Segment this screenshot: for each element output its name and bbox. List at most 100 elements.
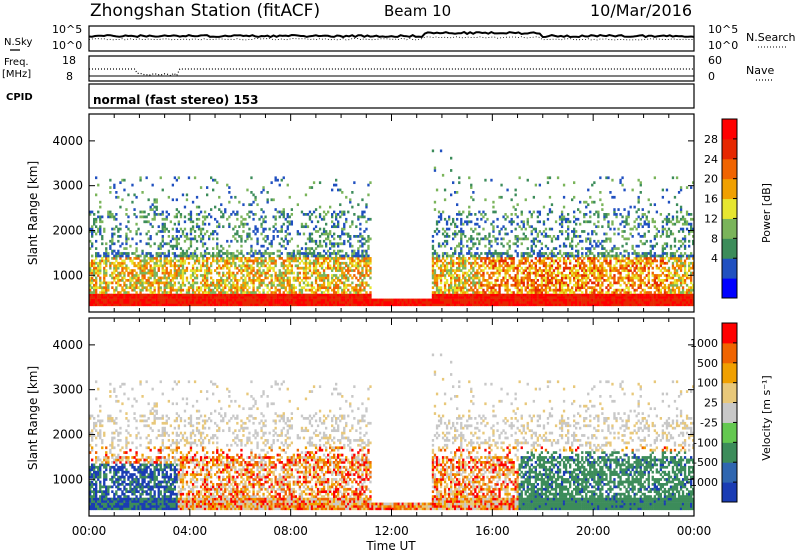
nsky-tick-top: 10^5: [52, 23, 82, 36]
rti-cell: [179, 301, 183, 304]
rti-cell: [236, 213, 239, 216]
rti-cell: [476, 269, 479, 272]
rti-cell: [226, 276, 229, 280]
rti-cell: [460, 301, 463, 304]
rti-cell: [203, 254, 207, 258]
rti-cell: [331, 301, 334, 304]
rti-cell: [452, 261, 455, 265]
rti-cell: [95, 257, 98, 260]
rti-cell: [327, 261, 330, 265]
rti-cell: [361, 249, 364, 253]
rti-cell: [482, 301, 485, 304]
rti-cell: [304, 242, 308, 246]
rti-cell: [460, 249, 463, 253]
rti-cell: [181, 193, 185, 197]
rti-cell: [193, 296, 197, 299]
rti-cell: [248, 291, 251, 294]
rti-cell: [585, 247, 588, 250]
rti-cell: [157, 296, 160, 299]
rti-cell: [597, 274, 600, 277]
rti-cell: [240, 266, 243, 270]
rti-cell: [498, 286, 501, 290]
rti-cell: [452, 288, 455, 292]
rti-cell: [458, 252, 461, 255]
rti-cell: [335, 257, 338, 260]
rti-cell: [435, 220, 439, 224]
rti-cell: [325, 266, 328, 270]
rti-cell: [443, 198, 447, 202]
rti-cell: [573, 276, 576, 280]
rti-cell: [145, 271, 148, 275]
rti-cell: [470, 261, 473, 265]
rti-cell: [456, 276, 459, 280]
rti-cell: [562, 195, 566, 199]
rti-cell: [482, 279, 485, 282]
rti-cell: [528, 264, 531, 268]
rti-cell: [460, 220, 463, 224]
rti-cell: [560, 222, 564, 226]
rti-cell: [581, 293, 584, 297]
rti-cell: [351, 205, 354, 209]
rti-cell: [415, 303, 419, 307]
rti-cell: [454, 298, 457, 302]
rti-cell: [548, 176, 552, 180]
rti-cell: [474, 303, 477, 307]
rti-cell: [318, 283, 322, 287]
rti-cell: [179, 254, 183, 258]
rti-cell: [246, 288, 249, 292]
rti-cell: [195, 296, 199, 299]
rti-cell: [361, 281, 364, 285]
rti-cell: [347, 283, 350, 287]
rti-cell: [546, 293, 550, 297]
rti-cell: [195, 239, 199, 243]
rti-cell: [530, 247, 533, 250]
rti-cell: [562, 274, 566, 277]
rti-cell: [320, 298, 324, 302]
rti-cell: [262, 293, 265, 297]
rti-cell: [421, 301, 425, 304]
rti-cell: [333, 303, 336, 307]
rti-cell: [175, 227, 179, 231]
rti-cell: [119, 205, 122, 209]
rti-cell: [534, 301, 538, 304]
rti-cell: [518, 264, 521, 268]
rti-cell: [210, 288, 213, 292]
rti-cell: [113, 266, 116, 270]
rti-cell: [341, 242, 344, 246]
rti-cell: [250, 247, 253, 250]
rti-cell: [266, 235, 269, 238]
rti-cell: [443, 291, 447, 294]
rti-cell: [462, 261, 465, 265]
rti-cell: [220, 281, 223, 285]
rti-cell: [206, 281, 209, 285]
rti-cell: [494, 271, 497, 275]
rti-cell: [445, 235, 449, 238]
rti-cell: [540, 296, 544, 299]
rti-cell: [520, 281, 523, 285]
rti-cell: [234, 266, 237, 270]
rti-cell: [419, 301, 423, 304]
rti-cell: [322, 257, 326, 260]
rti-cell: [89, 247, 92, 250]
rti-cell: [274, 291, 277, 294]
rti-cell: [496, 303, 499, 307]
rti-cell: [558, 259, 562, 263]
rti-cell: [286, 271, 289, 275]
rti-cell: [276, 288, 279, 292]
rti-cell: [357, 247, 360, 250]
rti-cell: [520, 288, 523, 292]
rti-cell: [431, 271, 435, 275]
rti-cell: [175, 291, 179, 294]
rti-cell: [518, 298, 521, 302]
rti-cell: [486, 237, 489, 241]
rti-cell: [262, 269, 265, 272]
rti-cell: [272, 230, 275, 233]
rti-cell: [363, 264, 366, 268]
rti-cell: [371, 301, 374, 304]
rti-cell: [302, 274, 306, 277]
rti-cell: [439, 215, 443, 219]
rti-cell: [97, 215, 100, 219]
rti-cell: [502, 276, 505, 280]
rti-cell: [240, 271, 243, 275]
rti-cell: [195, 205, 199, 209]
